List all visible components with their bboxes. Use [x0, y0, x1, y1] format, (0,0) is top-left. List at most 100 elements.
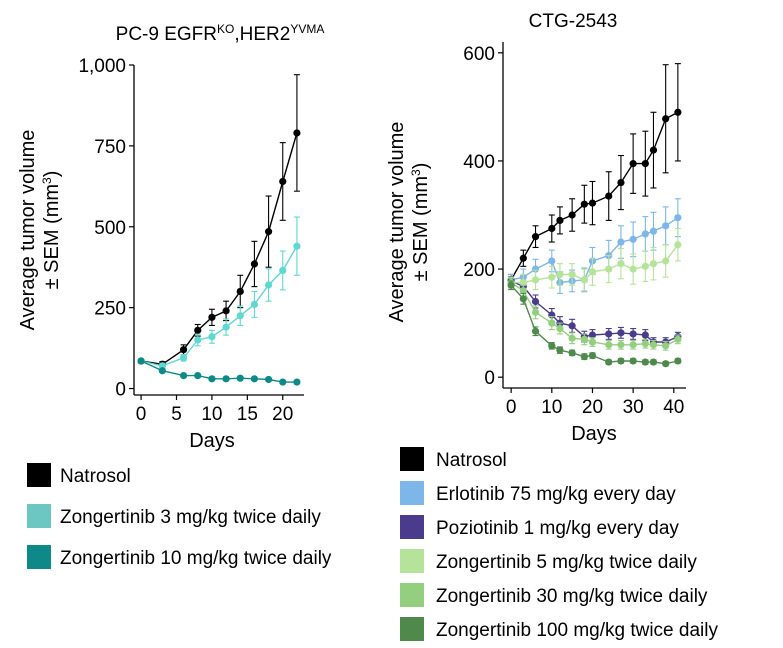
data-point-1-2-2 [531, 297, 540, 306]
legend-swatch-poziotinib [400, 515, 424, 539]
series-1-4 [507, 277, 682, 351]
data-point-1-5-12 [649, 358, 658, 366]
chart-right: CTG-2543 0 200 400 600 0 10 20 30 40 Average tum… [386, 11, 686, 445]
data-point-0-0-8 [264, 228, 273, 236]
data-point-1-5-4 [556, 346, 564, 354]
data-point-0-1-7 [250, 300, 259, 309]
data-point-1-3-10 [629, 265, 637, 273]
series-line-0-0 [140, 132, 298, 366]
legend-label-zong3: Zongertinib 3 mg/kg twice daily [60, 507, 321, 528]
data-point-1-4-3 [548, 319, 556, 327]
data-point-1-5-13 [662, 360, 670, 368]
data-point-1-3-7 [588, 268, 597, 276]
data-point-0-2-7 [250, 375, 259, 383]
data-point-1-3-3 [548, 273, 556, 281]
data-point-1-0-10 [629, 160, 637, 168]
chart-right-ylabel: Average tumor volume ± SEM (mm3) [386, 122, 432, 323]
data-point-1-5-11 [641, 358, 649, 366]
y-tick-label-1-3: 600 [463, 44, 495, 65]
x-tick-label-1-4: 40 [663, 397, 684, 418]
data-point-1-0-7 [588, 199, 597, 207]
data-point-0-1-6 [236, 312, 244, 320]
data-point-1-0-4 [556, 216, 564, 225]
y-tick-label-1-2: 400 [463, 152, 495, 173]
data-point-1-3-12 [649, 260, 658, 268]
data-point-0-1-8 [264, 281, 273, 289]
y-tick-label-0-0: 0 [115, 380, 126, 401]
data-point-0-1-3 [194, 336, 202, 344]
data-point-1-5-3 [548, 342, 556, 350]
data-point-1-3-11 [641, 262, 649, 270]
data-point-1-4-5 [568, 334, 576, 342]
legend-swatch-zong10 [27, 545, 51, 569]
chart-left: PC-9 EGFRKO,HER2YVMA 0 250 500 750 1,000 0 5 10… [17, 22, 324, 452]
data-point-1-3-8 [605, 265, 613, 273]
data-point-0-1-5 [222, 323, 230, 331]
data-point-1-2-8 [605, 330, 613, 338]
x-tick-label-0-0: 0 [136, 404, 147, 425]
legend-label-zong30: Zongertinib 30 mg/kg twice daily [436, 586, 708, 607]
svg-text:± SEM (mm3): ± SEM (mm3) [409, 163, 432, 282]
y-tick-label-0-4: 1,000 [78, 56, 126, 77]
chart-left-title: PC-9 EGFRKO,HER2YVMA [116, 22, 325, 45]
x-tick-label-0-2: 10 [201, 404, 222, 425]
data-point-1-2-7 [588, 331, 597, 339]
data-point-1-1-12 [649, 227, 658, 235]
chart-left-ylabel: Average tumor volume ± SEM (mm3) [17, 130, 63, 331]
data-point-0-0-10 [293, 129, 301, 137]
legend-right: Natrosol Erlotinib 75 mg/kg every day Po… [400, 447, 718, 641]
series-1-5 [507, 280, 682, 368]
data-point-0-0-4 [208, 313, 216, 321]
data-point-1-4-10 [629, 341, 637, 349]
data-point-1-3-5 [568, 270, 576, 279]
series-0-1 [137, 216, 301, 370]
data-point-1-5-6 [580, 353, 588, 361]
data-point-1-1-14 [674, 214, 682, 222]
data-point-1-5-8 [605, 358, 613, 366]
data-point-1-5-2 [531, 327, 540, 335]
legend-label-natrosol-r: Natrosol [436, 450, 507, 471]
data-point-1-4-1 [519, 287, 527, 295]
x-tick-label-1-0: 0 [506, 397, 517, 418]
data-point-0-1-9 [279, 266, 287, 275]
data-point-0-2-5 [222, 375, 230, 383]
data-point-1-0-1 [519, 254, 527, 262]
series-line-1-0 [510, 111, 679, 281]
data-point-1-0-2 [531, 233, 540, 241]
series-0-2 [137, 357, 301, 386]
data-point-0-2-9 [279, 378, 287, 386]
data-point-1-5-14 [674, 357, 682, 365]
data-point-1-4-2 [531, 308, 540, 316]
data-point-1-3-14 [674, 241, 682, 249]
y-tick-label-1-1: 200 [463, 260, 495, 281]
legend-swatch-zong100 [400, 617, 424, 641]
data-point-1-0-14 [674, 108, 682, 116]
data-point-1-3-13 [662, 257, 670, 265]
data-point-0-0-2 [179, 346, 188, 354]
data-point-1-2-11 [641, 331, 649, 339]
data-point-0-2-4 [208, 375, 216, 383]
data-point-1-2-5 [568, 322, 576, 330]
svg-text:± SEM (mm3): ± SEM (mm3) [40, 171, 63, 290]
data-point-0-2-8 [264, 375, 273, 384]
data-point-1-0-5 [568, 211, 576, 219]
legend-label-zong10: Zongertinib 10 mg/kg twice daily [60, 548, 332, 569]
legend-label-zong100: Zongertinib 100 mg/kg twice daily [436, 620, 718, 641]
data-point-0-2-10 [293, 378, 301, 386]
data-point-1-0-12 [649, 146, 658, 154]
data-point-1-5-0 [507, 281, 515, 289]
chart-right-title: CTG-2543 [529, 11, 618, 32]
data-point-1-0-11 [641, 160, 649, 168]
legend-label-erlotinib: Erlotinib 75 mg/kg every day [436, 484, 676, 505]
legend-swatch-natrosol [27, 463, 51, 487]
x-tick-label-1-2: 20 [582, 397, 603, 418]
series-1-0 [507, 63, 682, 286]
data-point-0-0-6 [236, 287, 244, 296]
data-point-1-1-13 [662, 222, 670, 230]
legend-label-zong5: Zongertinib 5 mg/kg twice daily [436, 552, 697, 573]
data-point-0-2-6 [236, 374, 244, 382]
data-point-1-0-3 [548, 224, 556, 233]
data-point-1-4-7 [588, 338, 597, 346]
legend-swatch-zong3 [27, 504, 51, 528]
